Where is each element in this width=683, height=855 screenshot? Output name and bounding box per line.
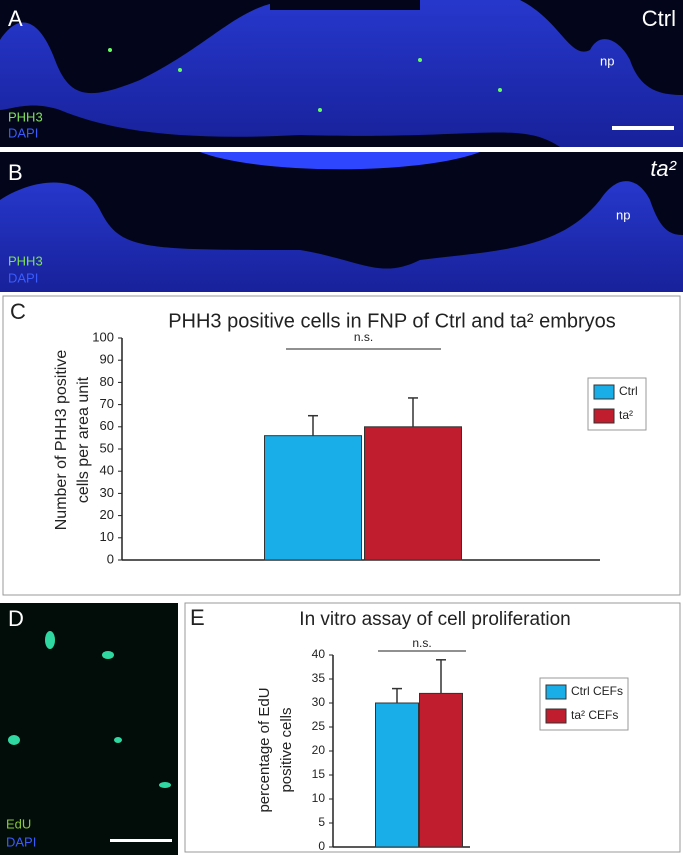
panel-letter: B xyxy=(8,160,23,185)
y-tick-label: 80 xyxy=(100,374,114,389)
stain-label: DAPI xyxy=(8,270,38,285)
y-tick-label: 70 xyxy=(100,396,114,411)
stain-label: PHH3 xyxy=(8,253,43,268)
panel-letter: D xyxy=(8,606,24,631)
bar xyxy=(375,702,419,848)
panel-a: A Ctrl np PHH3 DAPI xyxy=(0,0,683,147)
y-tick-label: 15 xyxy=(312,767,326,781)
panel-b: B ta² np PHH3 DAPI xyxy=(0,152,683,292)
tissue xyxy=(0,181,683,292)
micrograph xyxy=(0,603,178,855)
legend-swatch xyxy=(545,708,567,724)
annotation: n.s. xyxy=(354,330,373,344)
annotation: n.s. xyxy=(412,636,431,650)
bar xyxy=(264,435,362,561)
panel-letter: E xyxy=(190,605,205,630)
bar xyxy=(419,692,463,848)
y-tick-label: 10 xyxy=(312,791,326,805)
y-axis-label: cells per area unit xyxy=(75,376,92,503)
panel-letter: A xyxy=(8,6,23,31)
scale-bar xyxy=(110,839,172,842)
y-axis-label: percentage of EdU xyxy=(256,687,273,812)
legend-label: ta² xyxy=(619,408,633,422)
y-tick-label: 35 xyxy=(312,671,326,685)
legend-label: Ctrl xyxy=(619,384,638,398)
region-label: np xyxy=(616,207,630,222)
panel-letter: C xyxy=(10,299,26,324)
stain-label: DAPI xyxy=(6,834,36,849)
y-tick-label: 60 xyxy=(100,418,114,433)
legend-label: ta² CEFs xyxy=(571,708,618,722)
panel-d: D EdU DAPI xyxy=(0,603,178,855)
region-label: np xyxy=(600,53,614,68)
scale-bar xyxy=(612,126,674,130)
legend-label: Ctrl CEFs xyxy=(571,684,623,698)
condition-label: Ctrl xyxy=(642,6,676,31)
y-tick-label: 30 xyxy=(100,485,114,500)
legend-swatch xyxy=(545,684,567,700)
y-tick-label: 20 xyxy=(100,507,114,522)
y-tick-label: 40 xyxy=(100,463,114,478)
y-axis-label: Number of PHH3 positive xyxy=(53,350,70,531)
tissue xyxy=(0,0,683,147)
chart-title: PHH3 positive cells in FNP of Ctrl and t… xyxy=(168,310,616,332)
y-tick-label: 10 xyxy=(100,529,114,544)
y-axis-label: positive cells xyxy=(278,707,295,792)
stain-label: PHH3 xyxy=(8,109,43,124)
y-tick-label: 0 xyxy=(318,839,325,853)
y-tick-label: 0 xyxy=(107,551,114,566)
y-tick-label: 30 xyxy=(312,695,326,709)
tissue-edge xyxy=(270,0,420,10)
y-tick-label: 100 xyxy=(92,329,114,344)
y-tick-label: 25 xyxy=(312,719,326,733)
y-tick-label: 90 xyxy=(100,352,114,367)
y-tick-label: 5 xyxy=(318,815,325,829)
condition-label: ta² xyxy=(650,156,676,181)
chart-title: In vitro assay of cell proliferation xyxy=(299,609,570,630)
stain-label: EdU xyxy=(6,816,31,831)
y-tick-label: 20 xyxy=(312,743,326,757)
legend-swatch xyxy=(593,408,615,424)
stain-label: DAPI xyxy=(8,125,38,140)
tissue xyxy=(200,152,480,170)
legend-swatch xyxy=(593,384,615,400)
y-tick-label: 40 xyxy=(312,647,326,661)
y-tick-label: 50 xyxy=(100,440,114,455)
bar xyxy=(364,426,462,561)
